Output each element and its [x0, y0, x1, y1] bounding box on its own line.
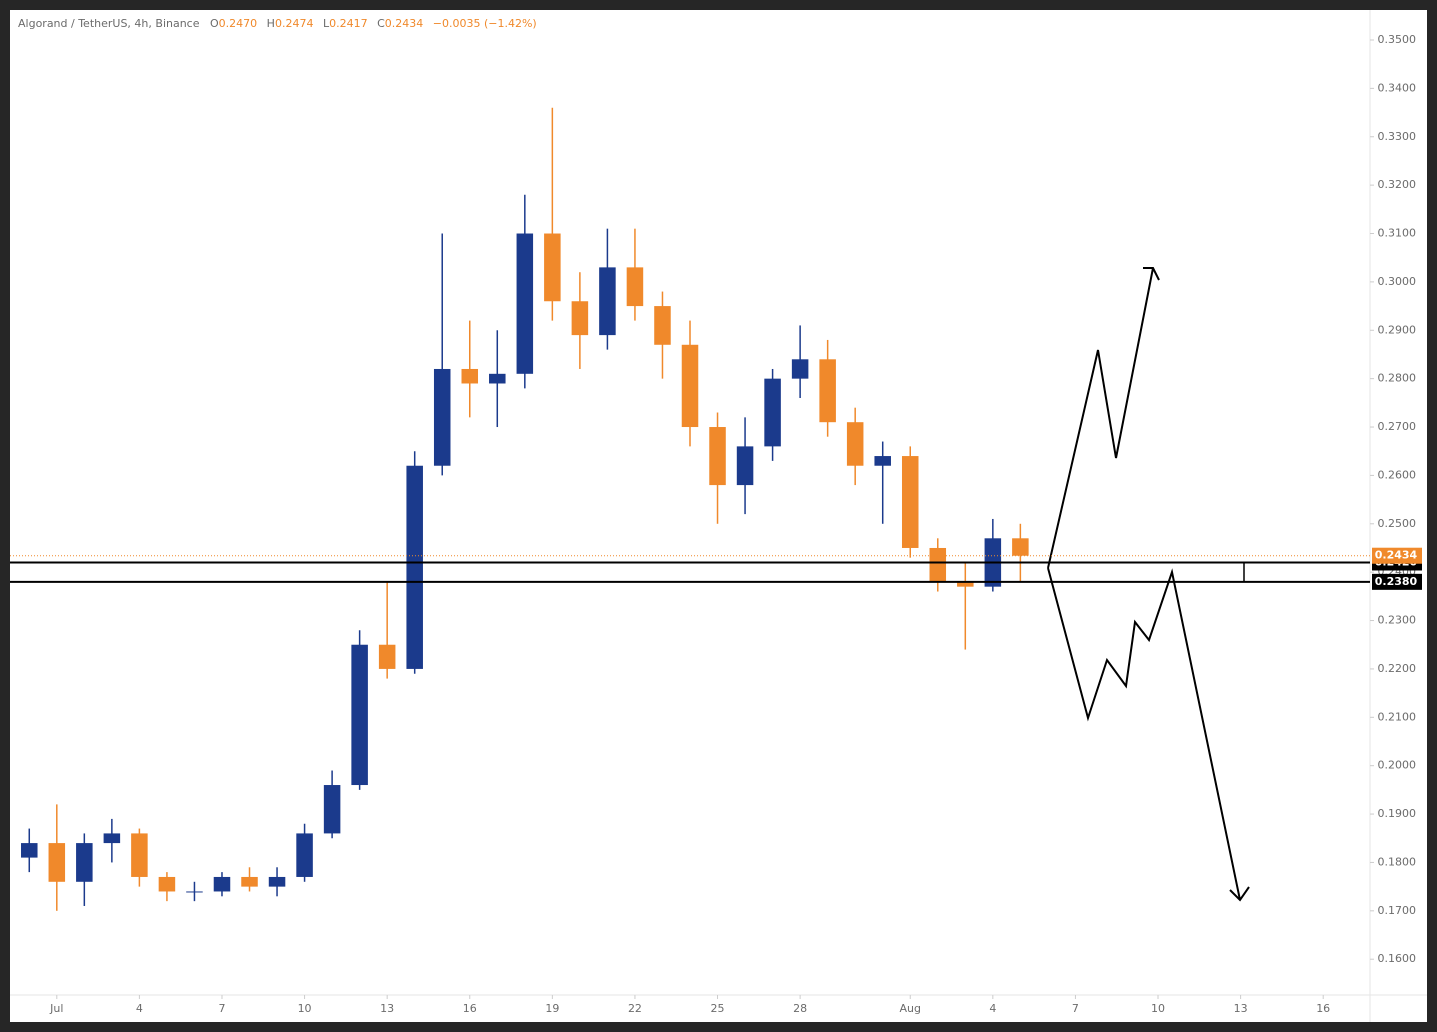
candle-body	[654, 306, 671, 345]
candle-body	[709, 427, 726, 486]
arrow-head	[1229, 886, 1250, 902]
candle-body	[158, 876, 176, 892]
x-tick-label: 25	[711, 1002, 725, 1015]
y-tick-label: 0.1800	[1378, 855, 1417, 868]
y-tick-label: 0.3200	[1378, 178, 1417, 191]
x-tick-label: Aug	[900, 1002, 921, 1015]
ohlc-label: O	[210, 17, 219, 30]
y-tick-label: 0.1700	[1378, 904, 1417, 917]
level-tag	[1372, 573, 1422, 590]
y-tick-label: 0.2800	[1378, 372, 1417, 385]
candle-body	[323, 785, 341, 834]
y-tick-label: 0.2000	[1378, 759, 1417, 772]
candle-body	[626, 267, 644, 307]
x-tick-label: 7	[218, 1002, 225, 1015]
y-tick-label: 0.2900	[1378, 323, 1417, 336]
y-tick-label: 0.3500	[1378, 33, 1417, 46]
y-tick-label: 0.3000	[1378, 275, 1417, 288]
candle-body	[48, 843, 66, 882]
candle-body	[901, 456, 919, 548]
candle-body	[874, 456, 891, 466]
candle-body	[461, 368, 479, 384]
x-tick-label: 16	[1316, 1002, 1330, 1015]
x-tick-label: 4	[136, 1002, 143, 1015]
level-tag-label: 0.2380	[1375, 575, 1418, 588]
ohlc-value: 0.2474	[274, 17, 314, 30]
ohlc-label: H	[266, 17, 275, 30]
x-tick-label: 10	[1151, 1002, 1165, 1015]
x-tick-label: Jul	[49, 1002, 63, 1015]
candle-body	[681, 344, 699, 428]
y-tick-label: 0.1600	[1378, 952, 1417, 965]
candle-body	[489, 373, 506, 384]
candle-body	[929, 547, 947, 582]
y-tick-label: 0.3100	[1378, 227, 1417, 240]
candle-body	[433, 368, 451, 466]
ohlc-value: 0.2417	[329, 17, 368, 30]
last-price-label: 0.2434	[1375, 549, 1418, 562]
candle-body	[76, 843, 93, 882]
candle-body	[378, 644, 396, 669]
candle-body	[296, 833, 313, 877]
last-price-tag	[1372, 547, 1422, 564]
candle-body	[268, 876, 286, 887]
ohlc-value: 0.2470	[218, 17, 258, 30]
candle-body	[599, 267, 616, 336]
candle-body	[819, 359, 836, 423]
ohlc-value: 0.2434	[384, 17, 424, 30]
arrow-head	[1143, 267, 1160, 281]
candle-body	[241, 876, 258, 887]
x-tick-label: 19	[545, 1002, 559, 1015]
y-tick-label: 0.3400	[1378, 81, 1417, 94]
candle-body	[764, 378, 781, 447]
bearish-projection	[1047, 567, 1241, 901]
candle-body	[406, 465, 423, 669]
bullish-projection	[1047, 267, 1154, 569]
candle-body	[516, 233, 534, 374]
candle-body	[736, 446, 754, 486]
y-tick-label: 0.1900	[1378, 807, 1417, 820]
header: Algorand / TetherUS, 4h, Binance O0.2470…	[18, 17, 543, 30]
candle-body	[103, 833, 121, 844]
x-tick-label: 4	[989, 1002, 996, 1015]
candle-body	[186, 891, 203, 893]
candle-body	[1012, 538, 1029, 556]
x-tick-label: 10	[298, 1002, 312, 1015]
candle-body	[571, 301, 589, 336]
y-tick-label: 0.2500	[1378, 517, 1417, 530]
y-tick-label: 0.2600	[1378, 468, 1417, 481]
candle-body	[791, 359, 809, 379]
y-tick-label: 0.2200	[1378, 662, 1417, 675]
x-tick-label: 16	[463, 1002, 477, 1015]
candle-body	[21, 843, 38, 858]
candle-body	[131, 833, 148, 877]
x-tick-label: 22	[628, 1002, 642, 1015]
y-tick-label: 0.2700	[1378, 420, 1417, 433]
x-tick-label: 13	[1234, 1002, 1248, 1015]
candle-body	[351, 644, 368, 786]
candle-body	[846, 422, 864, 466]
x-tick-label: 13	[380, 1002, 394, 1015]
ohlc-label: L	[322, 17, 330, 30]
y-tick-label: 0.2300	[1378, 614, 1417, 627]
ohlc-label: C	[377, 17, 385, 30]
x-tick-label: 28	[793, 1002, 807, 1015]
candle-body	[544, 233, 561, 302]
plot	[21, 107, 1029, 911]
candle-body	[957, 581, 974, 587]
symbol: Algorand / TetherUS, 4h, Binance	[18, 17, 200, 30]
x-tick-label: 7	[1072, 1002, 1079, 1015]
change: −0.0035 (−1.42%)	[432, 17, 537, 30]
y-tick-label: 0.3300	[1378, 130, 1417, 143]
panel	[10, 10, 1427, 1022]
candle-body	[213, 876, 231, 892]
y-tick-label: 0.2100	[1378, 710, 1417, 723]
